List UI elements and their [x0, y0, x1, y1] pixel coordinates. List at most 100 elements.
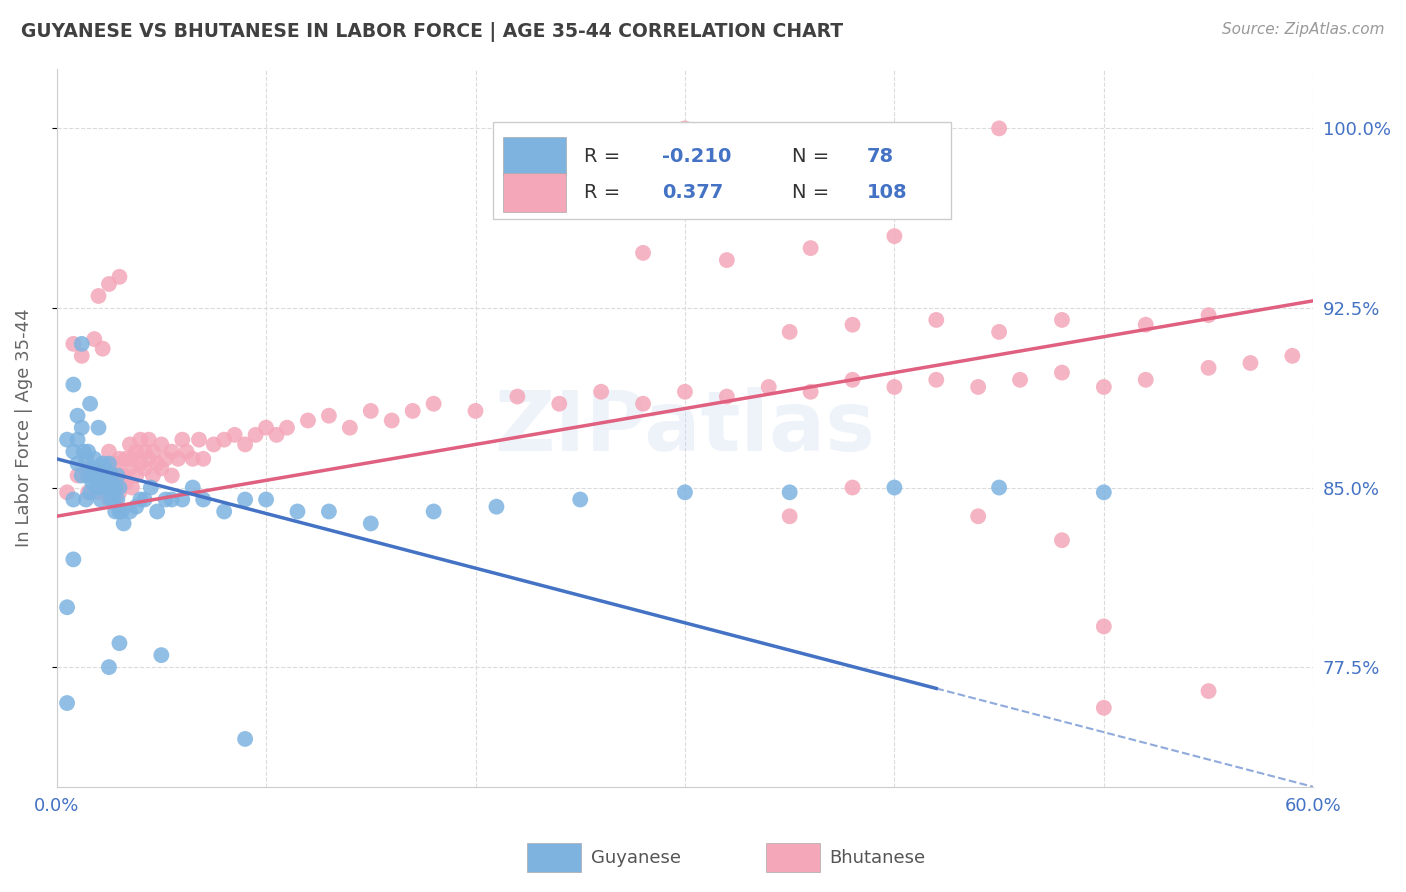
Point	[287, 504, 309, 518]
Point	[70, 420, 93, 434]
Point	[56, 433, 79, 447]
Point	[381, 413, 404, 427]
Point	[56, 485, 79, 500]
Point	[91, 342, 114, 356]
Point	[146, 457, 169, 471]
Point	[779, 509, 801, 524]
Point	[94, 461, 117, 475]
Point	[118, 504, 141, 518]
Point	[82, 461, 104, 475]
Point	[800, 241, 823, 255]
Point	[108, 504, 131, 518]
Point	[160, 444, 183, 458]
Point	[86, 461, 108, 475]
Point	[212, 504, 235, 518]
Point	[181, 481, 204, 495]
Point	[193, 492, 215, 507]
Text: -0.210: -0.210	[662, 147, 731, 167]
Point	[360, 516, 382, 531]
Point	[1239, 356, 1261, 370]
Point	[1198, 684, 1220, 698]
Point	[66, 433, 89, 447]
Point	[108, 269, 131, 284]
Point	[134, 444, 156, 458]
Point	[90, 468, 112, 483]
Point	[150, 648, 173, 662]
Point	[87, 461, 110, 475]
Point	[1010, 373, 1032, 387]
Text: GUYANESE VS BHUTANESE IN LABOR FORCE | AGE 35-44 CORRELATION CHART: GUYANESE VS BHUTANESE IN LABOR FORCE | A…	[21, 22, 844, 42]
Point	[150, 461, 173, 475]
Point	[673, 121, 696, 136]
Point	[297, 413, 319, 427]
Point	[422, 504, 444, 518]
Point	[841, 481, 863, 495]
Point	[125, 444, 148, 458]
Point	[464, 404, 486, 418]
Point	[1050, 533, 1073, 548]
Text: 108: 108	[868, 183, 908, 202]
Point	[1135, 318, 1157, 332]
Point	[591, 384, 613, 399]
Point	[73, 444, 96, 458]
Point	[112, 516, 135, 531]
Point	[94, 481, 117, 495]
Point	[108, 636, 131, 650]
Point	[62, 337, 84, 351]
Point	[87, 464, 110, 478]
Point	[91, 457, 114, 471]
Point	[925, 313, 948, 327]
Point	[134, 461, 156, 475]
Point	[673, 485, 696, 500]
Point	[91, 457, 114, 471]
Point	[108, 485, 131, 500]
Point	[77, 461, 100, 475]
Point	[631, 246, 654, 260]
Point	[967, 509, 990, 524]
Point	[181, 451, 204, 466]
Point	[779, 485, 801, 500]
Point	[548, 397, 571, 411]
Text: 0.377: 0.377	[662, 183, 724, 202]
Point	[125, 500, 148, 514]
Point	[155, 451, 177, 466]
Point	[160, 468, 183, 483]
Point	[266, 428, 288, 442]
Point	[87, 485, 110, 500]
Point	[83, 332, 105, 346]
Point	[1092, 619, 1115, 633]
Point	[506, 390, 529, 404]
FancyBboxPatch shape	[503, 173, 565, 212]
Text: R =: R =	[585, 147, 627, 167]
Point	[673, 384, 696, 399]
Point	[77, 485, 100, 500]
Point	[66, 457, 89, 471]
Point	[988, 121, 1011, 136]
Point	[104, 481, 127, 495]
Point	[142, 444, 165, 458]
Point	[402, 404, 425, 418]
Point	[62, 377, 84, 392]
Point	[1050, 313, 1073, 327]
Point	[98, 444, 121, 458]
Point	[101, 492, 124, 507]
Point	[79, 485, 101, 500]
Point	[96, 468, 118, 483]
Point	[62, 492, 84, 507]
Point	[800, 384, 823, 399]
Text: R =: R =	[585, 183, 633, 202]
Point	[716, 253, 738, 268]
Point	[98, 277, 121, 291]
Point	[779, 325, 801, 339]
Point	[129, 492, 152, 507]
Point	[883, 380, 905, 394]
Point	[193, 451, 215, 466]
Point	[233, 437, 256, 451]
Text: N =: N =	[792, 147, 830, 167]
Point	[83, 468, 105, 483]
Point	[129, 433, 152, 447]
Point	[1092, 701, 1115, 715]
Point	[134, 492, 156, 507]
Point	[105, 492, 128, 507]
Point	[150, 437, 173, 451]
